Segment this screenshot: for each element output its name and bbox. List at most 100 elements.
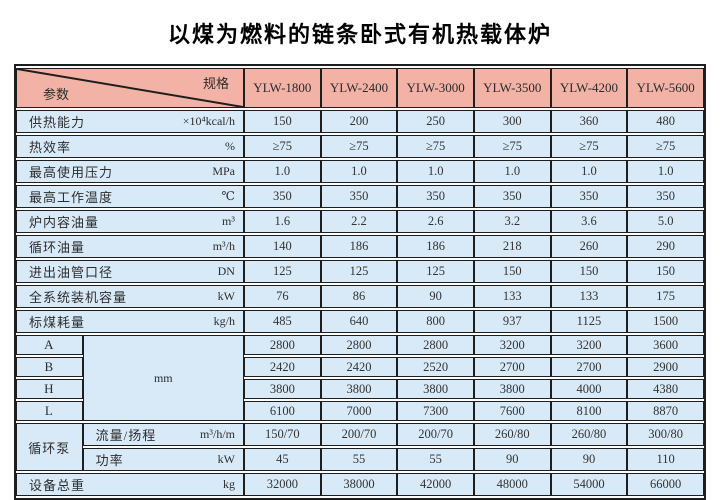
param-unit: m³/h/m [200,427,235,441]
param-label-flex: 最高工作温度 ℃ [29,187,235,206]
value-cell: 76 [243,285,321,308]
column-header: YLW-4200 [550,68,628,108]
corner-spec-label: 规格 [202,76,229,91]
dim-key-cell: B [16,357,83,377]
diagonal-line [17,69,243,107]
value-cell: 300/80 [627,423,704,446]
value-cell: 38000 [320,473,398,496]
table-row: 热效率% ≥75 ≥75 ≥75 ≥75 ≥75 ≥75 [16,135,704,158]
param-name: 标煤耗量 [29,315,86,330]
value-cell: 2800 [397,335,474,355]
table-row: B 2420 2420 2520 2700 2700 2900 [16,357,704,377]
value-cell: 2.2 [320,210,398,233]
value-cell: ≥75 [320,135,398,158]
value-cell: 150/70 [243,423,321,446]
value-cell: 218 [473,235,551,258]
param-label-flex: 炉内容油量 m³ [29,212,235,231]
param-label-cell: 全系统装机容量 kW [16,285,244,308]
value-cell: 350 [320,185,398,208]
value-cell: 133 [550,285,628,308]
param-label-cell: 最高工作温度 ℃ [16,185,244,208]
table-row: 标煤耗量 kg/h 485 640 800 937 1125 1500 [16,310,704,333]
table-row: 功率 kW 45 55 55 90 90 110 [16,448,704,471]
column-header: YLW-3500 [473,68,551,108]
param-unit: kg/h [213,314,235,328]
dim-key-cell: A [16,335,83,355]
table-row: L 6100 7000 7300 7600 8100 8870 [16,401,704,421]
value-cell: ≥75 [550,135,628,158]
param-label-cell: 标煤耗量 kg/h [16,310,244,333]
table-row: H 3800 3800 3800 3800 4000 4380 [16,379,704,399]
dim-key-cell: L [16,401,83,421]
corner-param-label: 参数 [43,87,70,102]
table-row: 全系统装机容量 kW 76 86 90 133 133 175 [16,285,704,308]
value-cell: 2800 [243,335,321,355]
value-cell: 300 [473,110,551,133]
value-cell: 3800 [320,379,398,399]
value-cell: 1.0 [243,160,321,183]
value-cell: 66000 [627,473,704,496]
param-unit: m³/h [212,239,235,253]
value-cell: 7300 [397,401,474,421]
value-cell: 3600 [627,335,704,355]
value-cell: 360 [550,110,628,133]
value-cell: 1.0 [627,160,704,183]
value-cell: 110 [627,448,704,471]
table-row: 最高工作温度 ℃ 350 350 350 350 350 350 [16,185,704,208]
param-name: 供热能力 [29,115,86,130]
value-cell: 3200 [473,335,551,355]
column-header: YLW-3000 [397,68,474,108]
value-cell: 2.6 [397,210,474,233]
param-label-flex: 设备总重 kg [29,475,235,494]
param-unit: kW [217,289,235,303]
table-row: 循环泵 流量/扬程 m³/h/m 150/70 200/70 200/70 260/80 26… [16,423,704,471]
value-cell: 6100 [243,401,321,421]
value-cell: ≥75 [473,135,551,158]
param-label-cell: 热效率% [16,135,244,158]
param-label-cell: 炉内容油量 m³ [16,210,244,233]
param-label-cell: 供热能力 ×10⁴kcal/h [16,110,244,133]
column-header: YLW-5600 [627,68,704,108]
value-cell: 480 [627,110,704,133]
param-name: 炉内容油量 [29,215,100,230]
value-cell: 200 [320,110,398,133]
value-cell: 2900 [627,357,704,377]
param-label-flex: 最高使用压力 MPa [29,162,235,181]
param-label-flex: 热效率% [29,137,235,156]
value-cell: 2420 [243,357,321,377]
param-label-cell: 设备总重 kg [16,473,244,496]
value-cell: 260/80 [550,423,628,446]
value-cell: 350 [473,185,551,208]
param-label-cell: 功率 kW [82,448,244,471]
param-unit: DN [217,264,235,278]
value-cell: 3800 [243,379,321,399]
value-cell: 175 [627,285,704,308]
value-cell: 2700 [550,357,628,377]
value-cell: 1.6 [243,210,321,233]
value-cell: 125 [243,260,321,283]
value-cell: 125 [397,260,474,283]
value-cell: 3.2 [473,210,551,233]
value-cell: 150 [550,260,628,283]
param-label-flex: 循环油量 m³/h [29,237,235,256]
value-cell: 150 [473,260,551,283]
value-cell: 32000 [243,473,321,496]
value-cell: 350 [243,185,321,208]
value-cell: 150 [243,110,321,133]
param-name: 热效率 [29,140,72,155]
spec-table: 规格 参数 YLW-1800 YLW-2400 YLW-3000 YLW-3500 YL… [14,64,706,500]
corner-cell: 规格 参数 [16,68,244,108]
column-header: YLW-2400 [320,68,398,108]
param-label-cell: 最高使用压力 MPa [16,160,244,183]
value-cell: 7000 [320,401,398,421]
param-label-flex: 功率 kW [96,450,235,469]
value-cell: 2520 [397,357,474,377]
table-row: 最高使用压力 MPa 1.0 1.0 1.0 1.0 1.0 1.0 [16,160,704,183]
param-name: 全系统装机容量 [29,290,128,305]
value-cell: 200/70 [397,423,474,446]
pump-group-cell: 循环泵 [16,423,83,471]
param-label-flex: 全系统装机容量 kW [29,287,235,306]
param-name: 设备总重 [29,478,86,493]
value-cell: 1.0 [550,160,628,183]
value-cell: 48000 [473,473,551,496]
